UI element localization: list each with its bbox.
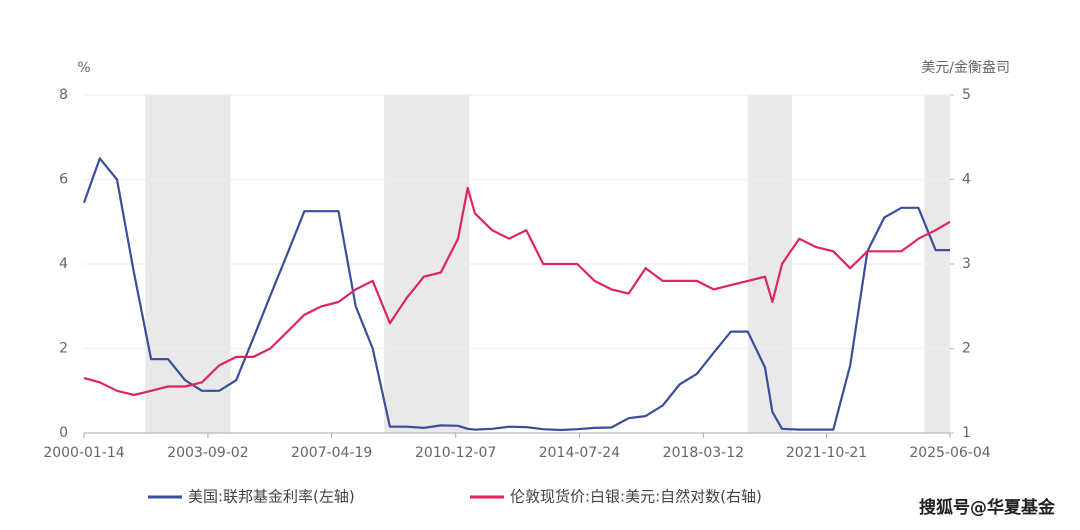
x-tick-label: 2018-03-12 [663,445,744,461]
y2-tick-label: 1 [962,425,971,441]
series-line [82,157,950,432]
y-unit: % [77,60,90,76]
x-tick-label: 2025-06-04 [909,445,990,461]
y-tick-label: 8 [59,87,68,103]
x-tick-label: 2010-12-07 [415,445,496,461]
y2-tick-label: 3 [962,256,971,272]
x-tick-label: 2014-07-24 [539,445,620,461]
y-tick-label: 0 [59,425,68,441]
y2-tick-label: 4 [962,172,971,188]
y2-tick-label: 2 [962,341,971,357]
y-tick-label: 6 [59,172,68,188]
x-tick-label: 2007-04-19 [291,445,372,461]
x-tick-label: 2021-10-21 [786,445,867,461]
y-tick-label: 4 [59,256,68,272]
watermark: 搜狐号@华夏基金 [919,497,1056,518]
series-line [83,186,951,397]
y2-unit: 美元/金衡盎司 [921,60,1010,76]
legend-label: 伦敦现货价:白银:美元:自然对数(右轴) [510,488,762,506]
legend-label: 美国:联邦基金利率(左轴) [188,488,355,506]
y-tick-label: 2 [59,341,68,357]
y2-tick-label: 5 [962,87,971,103]
x-tick-label: 2003-09-02 [167,445,248,461]
x-tick-label: 2000-01-14 [43,445,124,461]
